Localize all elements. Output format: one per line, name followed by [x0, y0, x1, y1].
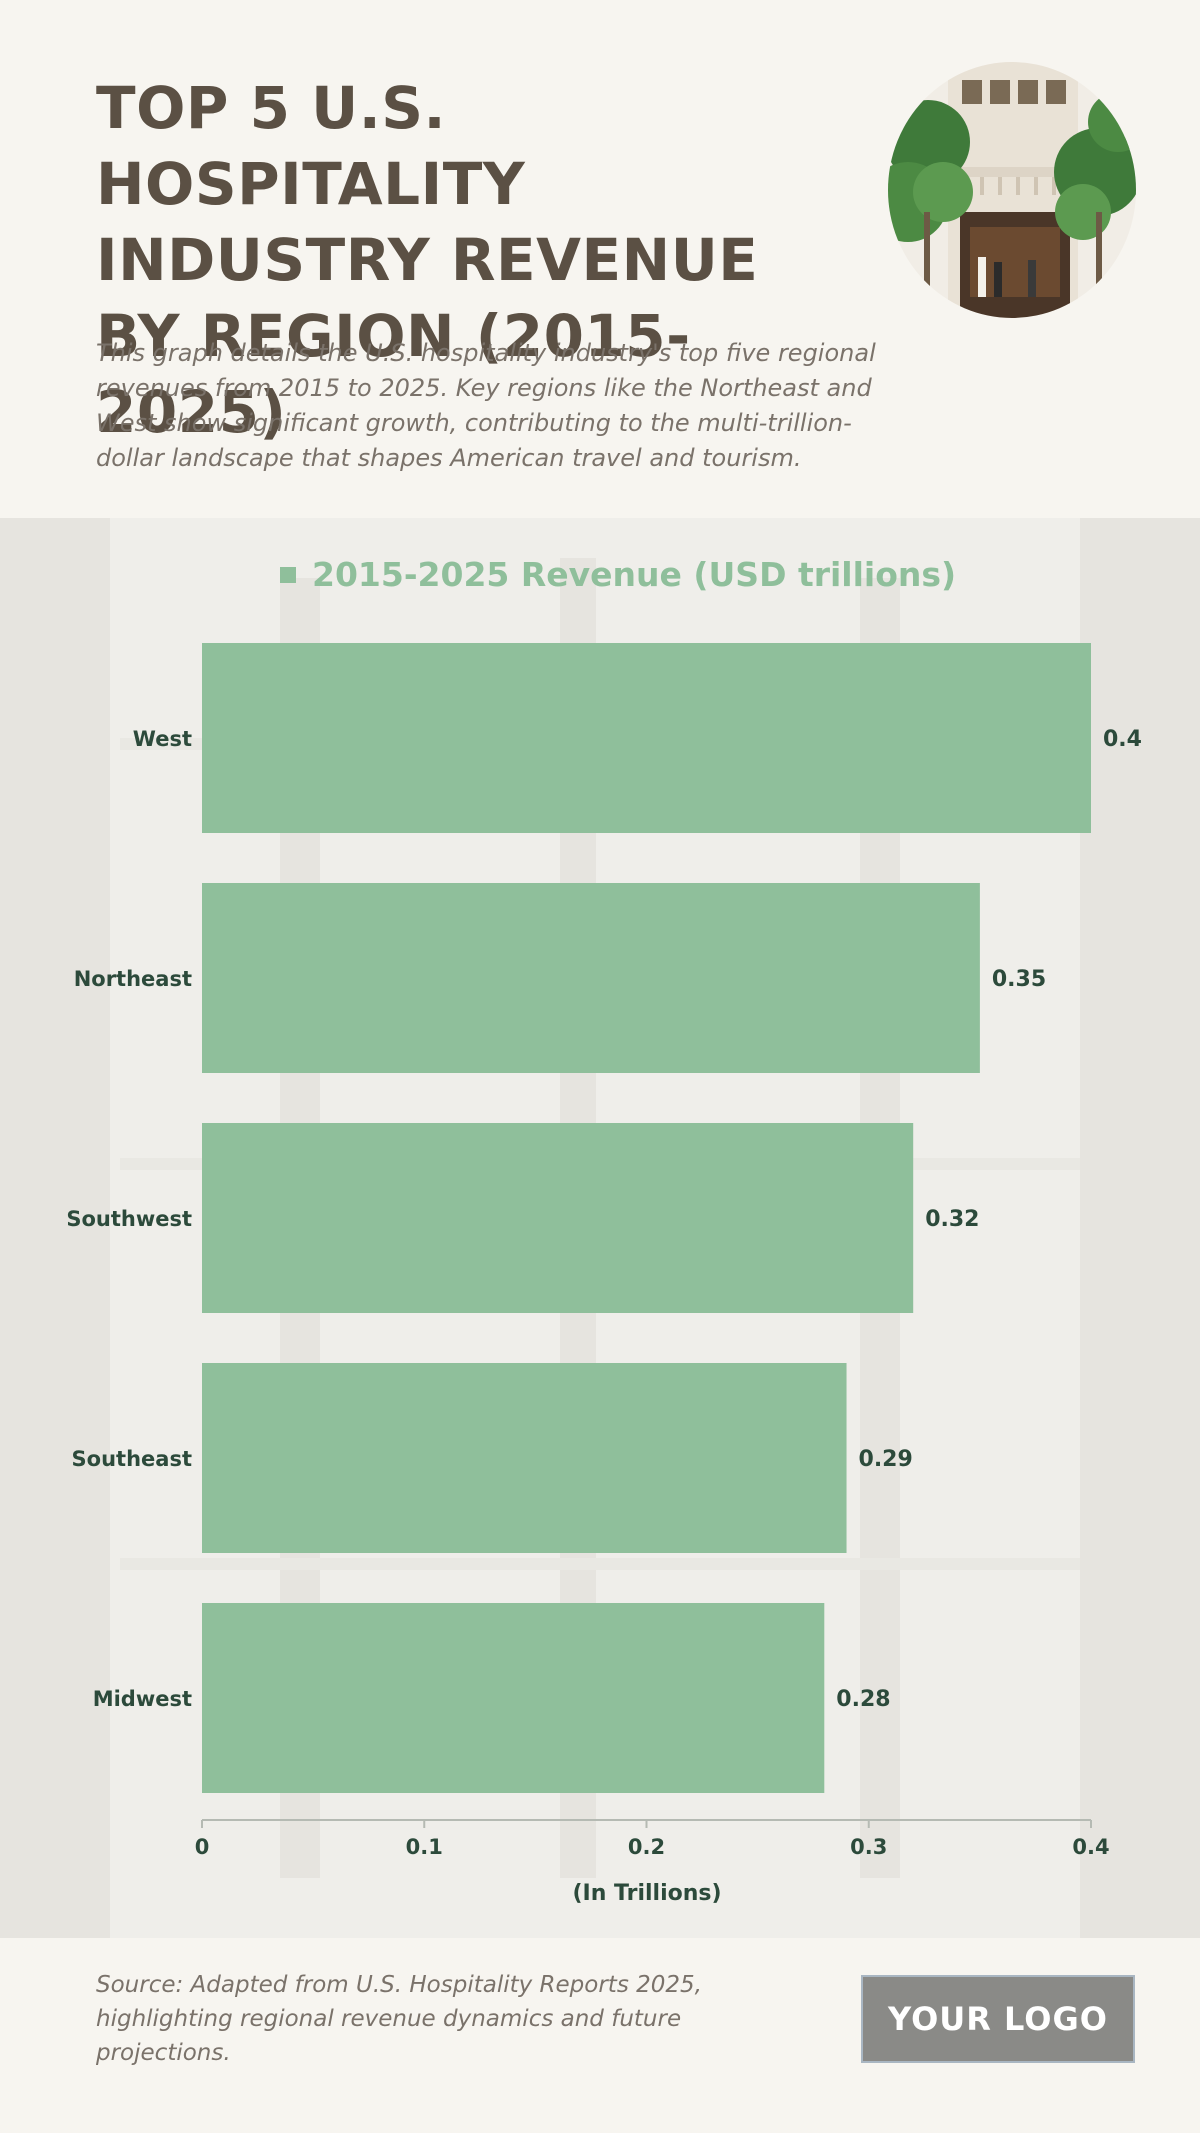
category-label-west: West	[133, 727, 192, 751]
page-title: TOP 5 U.S. HOSPITALITY INDUSTRY REVENUE …	[96, 74, 759, 446]
x-tick-label: 0	[195, 1835, 210, 1859]
logo-placeholder: YOUR LOGO	[861, 1975, 1135, 2063]
source-note: Source: Adapted from U.S. Hospitality Re…	[96, 1972, 702, 2066]
x-axis-title: (In Trillions)	[572, 1881, 721, 1906]
category-label-southwest: Southwest	[66, 1207, 192, 1231]
bar-northeast	[202, 883, 980, 1073]
x-tick-label: 0.3	[850, 1835, 887, 1859]
value-label-southwest: 0.32	[925, 1207, 979, 1232]
value-label-west: 0.4	[1103, 727, 1142, 752]
chart-legend: 2015-2025 Revenue (USD trillions)	[280, 555, 956, 594]
x-tick-label: 0.2	[628, 1835, 665, 1859]
hotel-entrance-photo	[888, 62, 1136, 318]
bar-southwest	[202, 1123, 914, 1313]
legend-swatch	[280, 567, 296, 583]
x-tick-label: 0.4	[1072, 1835, 1109, 1859]
category-label-midwest: Midwest	[93, 1687, 192, 1711]
bar-west	[202, 643, 1091, 833]
bar-southeast	[202, 1363, 847, 1553]
value-label-northeast: 0.35	[992, 967, 1046, 992]
value-label-midwest: 0.28	[836, 1687, 890, 1712]
category-label-northeast: Northeast	[74, 967, 192, 991]
chart-description: This graph details the U.S. hospitality …	[96, 339, 876, 472]
bar-midwest	[202, 1603, 825, 1793]
x-tick-label: 0.1	[406, 1835, 443, 1859]
bar-chart: 2015-2025 Revenue (USD trillions) West 0.…	[66, 555, 1142, 1906]
category-label-southeast: Southeast	[72, 1447, 192, 1471]
value-label-southeast: 0.29	[859, 1447, 913, 1472]
legend-label: 2015-2025 Revenue (USD trillions)	[312, 555, 956, 594]
